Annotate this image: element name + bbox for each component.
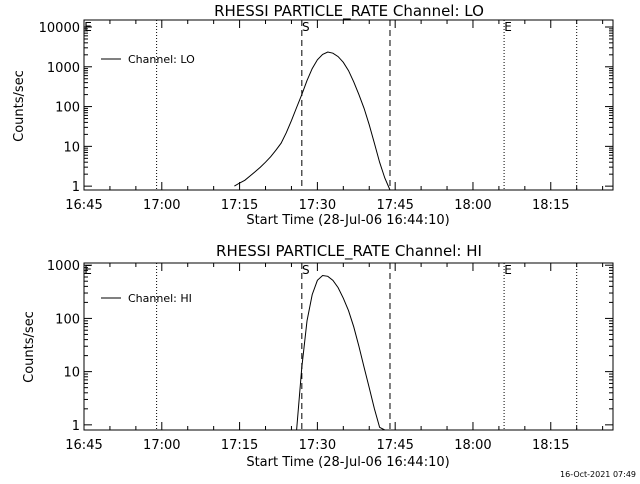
marker-label: E: [84, 263, 92, 277]
chart-title: RHESSI PARTICLE_RATE Channel: HI: [216, 242, 482, 261]
x-tick-label: 16:45: [65, 438, 102, 453]
x-axis-label: Start Time (28-Jul-06 16:44:10): [246, 455, 449, 470]
series-line-channel-lo: [234, 51, 391, 191]
x-tick-label: 17:30: [299, 198, 336, 213]
y-tick-label: 1000: [47, 61, 80, 76]
y-tick-label: 10: [63, 140, 80, 155]
x-tick-label: 18:15: [532, 198, 569, 213]
y-tick-label: 1000: [47, 259, 80, 274]
series-line-channel-hi: [296, 274, 386, 431]
y-tick-label: 100: [55, 101, 80, 116]
x-tick-label: 17:00: [143, 438, 180, 453]
y-tick-label: 10000: [39, 21, 80, 36]
legend-label: Channel: HI: [128, 292, 192, 305]
marker-label: S: [302, 263, 310, 277]
x-axis-label: Start Time (28-Jul-06 16:44:10): [246, 213, 449, 228]
chart-title: RHESSI PARTICLE_RATE Channel: LO: [214, 2, 484, 21]
plot-frame: [83, 19, 614, 191]
chart-panel-hi: RHESSI PARTICLE_RATE Channel: HI Start T…: [22, 242, 614, 470]
x-tick-label: 17:00: [143, 198, 180, 213]
y-axis-label: Counts/sec: [12, 70, 27, 142]
marker-label: E: [84, 20, 92, 34]
marker-label: S: [302, 20, 310, 34]
x-tick-label: 16:45: [65, 198, 102, 213]
footer-timestamp: 16-Oct-2021 07:49: [560, 470, 636, 479]
x-tick-label: 17:15: [221, 198, 258, 213]
x-tick-label: 17:30: [299, 438, 336, 453]
y-tick-label: 1: [72, 419, 80, 434]
x-tick-label: 18:00: [454, 198, 491, 213]
x-tick-label: 18:00: [454, 438, 491, 453]
x-tick-label: 17:15: [221, 438, 258, 453]
chart-panel-lo: RHESSI PARTICLE_RATE Channel: LO Start T…: [12, 2, 614, 228]
marker-label: E: [504, 20, 512, 34]
x-tick-label: 17:45: [376, 438, 413, 453]
marker-label: E: [504, 263, 512, 277]
y-tick-label: 10: [63, 366, 80, 381]
plot-frame: [83, 262, 614, 431]
legend-label: Channel: LO: [128, 53, 195, 66]
y-tick-label: 100: [55, 312, 80, 327]
y-axis-label: Counts/sec: [22, 311, 37, 383]
x-tick-label: 18:15: [532, 438, 569, 453]
y-tick-label: 1: [72, 180, 80, 195]
x-tick-label: 17:45: [376, 198, 413, 213]
